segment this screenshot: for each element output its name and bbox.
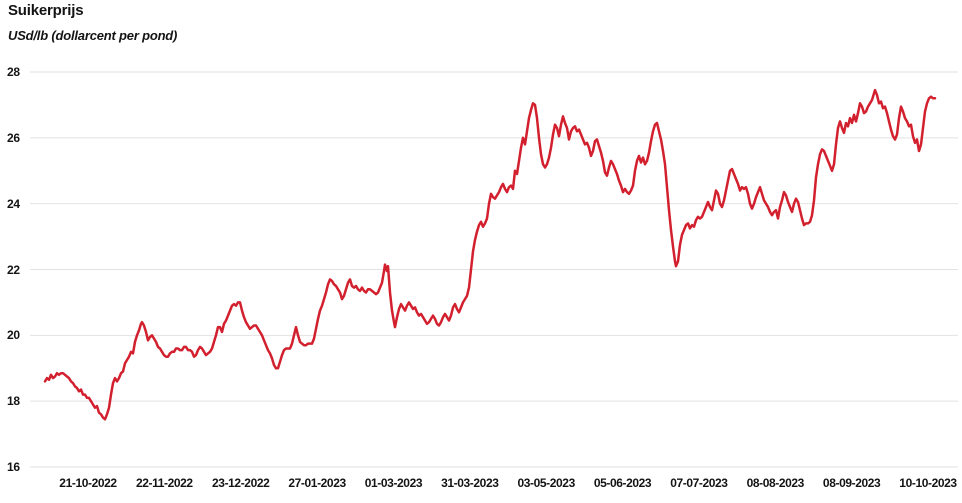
x-tick-label-05-06-2023: 05-06-2023 xyxy=(593,476,652,490)
x-tick-label-10-10-2023: 10-10-2023 xyxy=(899,476,957,490)
y-tick-label-20: 20 xyxy=(7,328,20,343)
x-tick-label-08-08-2023: 08-08-2023 xyxy=(746,476,805,490)
y-tick-label-18: 18 xyxy=(7,394,20,409)
x-tick-label-27-01-2023: 27-01-2023 xyxy=(288,476,346,490)
x-tick-label-08-09-2023: 08-09-2023 xyxy=(822,476,881,490)
x-tick-label-01-03-2023: 01-03-2023 xyxy=(364,476,423,490)
chart-subtitle: USd/lb (dollarcent per pond) xyxy=(8,28,178,43)
price-line-series xyxy=(43,88,937,421)
x-tick-label-31-03-2023: 31-03-2023 xyxy=(441,476,499,490)
gridlines xyxy=(30,71,958,468)
y-tick-label-24: 24 xyxy=(7,196,20,211)
page-title: Suikerprijs xyxy=(8,2,84,19)
y-tick-label-22: 22 xyxy=(7,262,20,277)
x-tick-label-23-12-2022: 23-12-2022 xyxy=(212,476,270,490)
y-tick-label-16: 16 xyxy=(7,460,20,474)
y-tick-label-26: 26 xyxy=(7,130,20,145)
x-tick-label-07-07-2023: 07-07-2023 xyxy=(670,476,728,490)
x-tick-label-21-10-2022: 21-10-2022 xyxy=(59,476,117,490)
x-tick-label-22-11-2022: 22-11-2022 xyxy=(135,476,193,490)
y-tick-label-28: 28 xyxy=(7,65,20,79)
x-tick-label-03-05-2023: 03-05-2023 xyxy=(517,476,575,490)
